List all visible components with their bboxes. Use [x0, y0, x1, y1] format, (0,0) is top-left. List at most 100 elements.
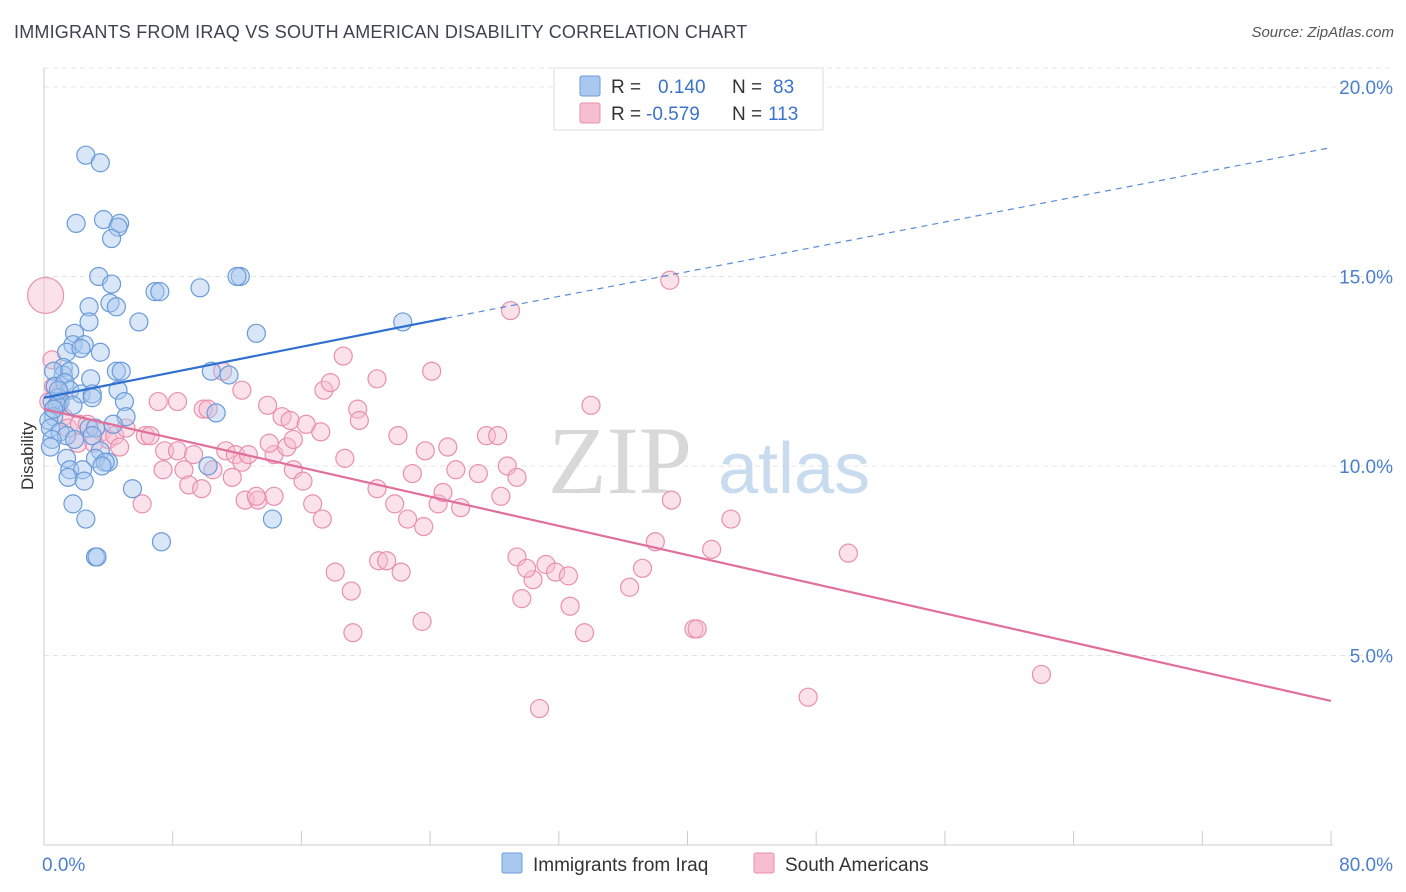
- data-point: [108, 217, 128, 237]
- data-point: [106, 361, 126, 381]
- data-point: [507, 467, 527, 487]
- data-point: [79, 312, 99, 332]
- bottom-legend-label-iraq: Immigrants from Iraq: [533, 855, 708, 876]
- y-tick-label: 10.0%: [1339, 457, 1393, 478]
- data-point: [262, 509, 283, 529]
- data-point: [702, 539, 722, 559]
- series-immigrants-from-iraq: [39, 145, 413, 567]
- data-point: [1031, 664, 1052, 685]
- data-point: [145, 282, 165, 302]
- data-point: [74, 335, 94, 355]
- data-point: [108, 380, 128, 400]
- data-point: [391, 562, 411, 582]
- data-point: [90, 153, 110, 173]
- data-point: [415, 441, 435, 461]
- data-point: [193, 399, 213, 419]
- data-point: [385, 494, 405, 514]
- data-point: [523, 570, 543, 590]
- data-point: [190, 278, 210, 298]
- data-point: [325, 562, 345, 582]
- legend-n-value-1: 83: [773, 77, 794, 98]
- data-point: [122, 479, 143, 499]
- series-south-americans: [27, 270, 1052, 719]
- data-point: [56, 448, 77, 468]
- data-point: [27, 276, 65, 315]
- watermark-atlas: atlas: [718, 429, 870, 509]
- data-point: [174, 460, 194, 480]
- data-point: [39, 410, 59, 431]
- legend-r-value-1: 0.140: [658, 77, 706, 98]
- data-point: [367, 369, 387, 389]
- data-point: [148, 391, 168, 412]
- data-point: [153, 460, 173, 480]
- watermark-zip: ZIP: [548, 407, 692, 514]
- data-point: [184, 445, 204, 465]
- data-point: [129, 312, 149, 332]
- data-point: [90, 342, 110, 362]
- data-point: [110, 437, 130, 457]
- data-point: [397, 509, 418, 529]
- bottom-legend-swatch-iraq: [501, 852, 523, 874]
- data-point: [661, 490, 682, 510]
- data-point: [56, 342, 77, 362]
- data-point: [412, 611, 432, 631]
- trend-line-iraq-extension: [446, 147, 1332, 319]
- legend-swatch-iraq: [579, 75, 601, 97]
- watermark: ZIP atlas: [548, 407, 870, 514]
- data-point: [388, 426, 408, 446]
- data-point: [574, 623, 595, 643]
- legend-swatch-south-americans: [579, 102, 601, 124]
- data-point: [63, 395, 83, 415]
- data-point: [101, 228, 122, 249]
- data-point: [192, 479, 212, 499]
- data-point: [111, 361, 131, 381]
- data-point: [798, 687, 818, 707]
- data-point: [414, 517, 434, 537]
- data-point: [58, 467, 78, 487]
- x-tick-label-min: 0.0%: [42, 855, 85, 876]
- data-point: [468, 463, 488, 484]
- data-point: [64, 429, 85, 450]
- data-point: [529, 698, 550, 719]
- data-point: [280, 410, 300, 431]
- data-point: [560, 596, 580, 616]
- y-tick-label: 5.0%: [1350, 646, 1393, 667]
- data-point: [258, 395, 278, 415]
- y-tick-label: 20.0%: [1339, 78, 1393, 99]
- data-point: [333, 346, 353, 366]
- data-point: [581, 395, 601, 415]
- data-point: [82, 426, 102, 446]
- data-point: [206, 403, 226, 423]
- data-point: [150, 282, 170, 302]
- source-label: Source: ZipAtlas.com: [1251, 24, 1394, 41]
- bottom-legend-swatch-south-americans: [753, 852, 775, 874]
- bottom-legend-label-south-americans: South Americans: [785, 855, 929, 876]
- data-point: [312, 509, 332, 529]
- data-point: [167, 441, 188, 461]
- y-tick-labels: 5.0% 10.0% 15.0% 20.0%: [1339, 78, 1393, 668]
- data-point: [82, 388, 102, 408]
- data-point: [85, 448, 106, 468]
- legend-r-label-1: R =: [611, 77, 641, 98]
- data-point: [151, 532, 172, 552]
- data-point: [491, 486, 511, 506]
- data-point: [114, 391, 135, 412]
- data-point: [106, 297, 126, 317]
- data-point: [167, 391, 188, 412]
- data-point: [517, 558, 537, 578]
- data-point: [369, 551, 389, 571]
- data-point: [632, 558, 653, 578]
- data-point: [687, 619, 707, 639]
- legend-n-label-1: N =: [732, 77, 762, 98]
- data-point: [341, 581, 361, 601]
- data-point: [619, 577, 640, 597]
- data-point: [92, 456, 112, 476]
- data-point: [433, 482, 453, 503]
- chart-title: IMMIGRANTS FROM IRAQ VS SOUTH AMERICAN D…: [14, 22, 748, 42]
- data-point: [246, 486, 266, 506]
- y-tick-label: 15.0%: [1339, 267, 1393, 288]
- data-point: [47, 395, 67, 415]
- data-point: [79, 297, 99, 317]
- data-point: [76, 509, 96, 529]
